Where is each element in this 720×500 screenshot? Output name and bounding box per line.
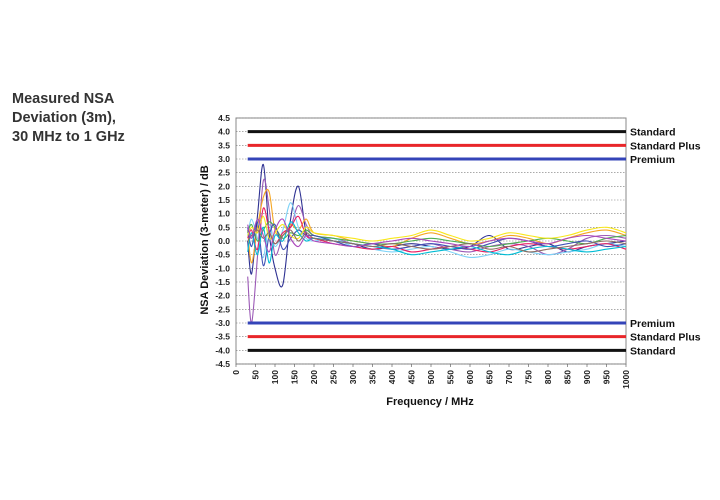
x-tick-label: 700 bbox=[504, 370, 514, 384]
y-tick-label: 1.0 bbox=[218, 209, 230, 219]
y-tick-label: 0.0 bbox=[218, 236, 230, 246]
measurement-series-line bbox=[247, 218, 627, 253]
limit-label: Premium bbox=[630, 154, 675, 166]
x-tick-label: 500 bbox=[426, 370, 436, 384]
x-tick-label: 300 bbox=[348, 370, 358, 384]
x-tick-label: 0 bbox=[231, 370, 241, 375]
x-tick-label: 1000 bbox=[621, 370, 631, 389]
y-axis-label: NSA Deviation (3-meter) / dB bbox=[199, 165, 211, 314]
x-tick-label: 600 bbox=[465, 370, 475, 384]
x-tick-label: 650 bbox=[485, 370, 495, 384]
y-tick-label: -3.5 bbox=[215, 332, 230, 342]
y-tick-label: -4.5 bbox=[215, 359, 230, 369]
y-tick-label: 2.5 bbox=[218, 168, 230, 178]
x-tick-label: 950 bbox=[602, 370, 612, 384]
y-tick-label: 0.5 bbox=[218, 222, 230, 232]
caption-line: Measured NSA bbox=[12, 91, 115, 107]
x-tick-label: 50 bbox=[251, 370, 261, 380]
y-tick-label: -2.5 bbox=[215, 304, 230, 314]
x-axis-label: Frequency / MHz bbox=[386, 396, 474, 408]
x-tick-label: 850 bbox=[563, 370, 573, 384]
y-tick-label: 3.0 bbox=[218, 154, 230, 164]
x-tick-label: 350 bbox=[368, 370, 378, 384]
measurement-series-line bbox=[247, 229, 627, 253]
x-tick-label: 250 bbox=[329, 370, 339, 384]
limit-label: Standard bbox=[630, 345, 676, 357]
limit-label: Standard Plus bbox=[630, 332, 701, 344]
caption-line: 30 MHz to 1 GHz bbox=[12, 129, 125, 145]
caption-line: Deviation (3m), bbox=[12, 110, 116, 126]
x-tick-label: 750 bbox=[524, 370, 534, 384]
x-tick-label: 450 bbox=[407, 370, 417, 384]
y-tick-label: -1.5 bbox=[215, 277, 230, 287]
y-tick-label: 1.5 bbox=[218, 195, 230, 205]
x-tick-label: 150 bbox=[290, 370, 300, 384]
x-tick-label: 400 bbox=[387, 370, 397, 384]
plot-area: 4.5 4.0 3.5 3.0 2.5 2.0 1.5 1.0 0.5 0.0 -0.5 -1.0 -1… bbox=[215, 113, 700, 389]
limit-label: Standard bbox=[630, 127, 676, 139]
y-tick-label: 4.5 bbox=[218, 113, 230, 123]
x-tick-label: 100 bbox=[270, 370, 280, 384]
y-tick-label: -0.5 bbox=[215, 250, 230, 260]
limit-label: Standard Plus bbox=[630, 140, 701, 152]
y-tick-label: 3.5 bbox=[218, 140, 230, 150]
x-tick-label: 550 bbox=[446, 370, 456, 384]
y-tick-label: 2.0 bbox=[218, 181, 230, 191]
x-tick-label: 200 bbox=[309, 370, 319, 384]
y-tick-label: -2.0 bbox=[215, 291, 230, 301]
figure-caption: Measured NSA Deviation (3m), 30 MHz to 1… bbox=[12, 90, 125, 147]
y-tick-label: -1.0 bbox=[215, 263, 230, 273]
measurement-series-line bbox=[247, 215, 627, 242]
limit-label: Premium bbox=[630, 318, 675, 330]
y-tick-label: -4.0 bbox=[215, 345, 230, 355]
x-tick-label: 800 bbox=[543, 370, 553, 384]
y-tick-label: 4.0 bbox=[218, 127, 230, 137]
y-tick-label: -3.0 bbox=[215, 318, 230, 328]
x-tick-label: 900 bbox=[582, 370, 592, 384]
